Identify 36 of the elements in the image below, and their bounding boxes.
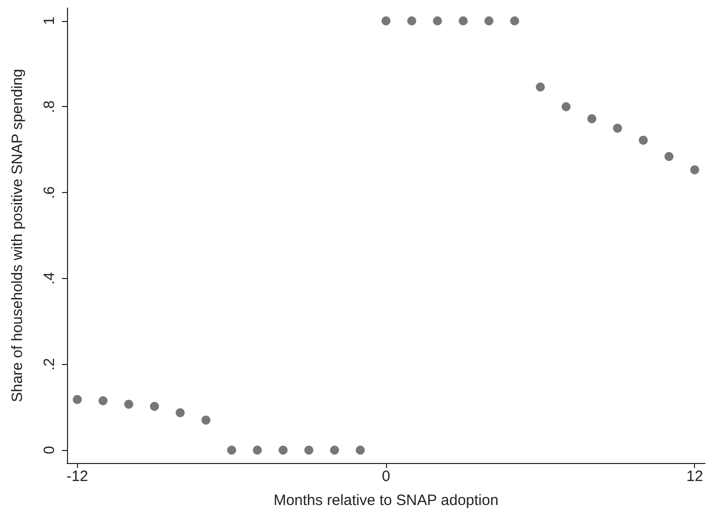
point [124,400,134,409]
point [330,446,340,455]
point [227,446,236,455]
x-tick-label: -12 [66,468,88,485]
y-tick-label: 0 [41,446,58,454]
y-tick-label: .2 [41,358,58,371]
point [638,136,648,145]
x-axis-title: Months relative to SNAP adoption [274,492,498,509]
point [613,124,622,133]
point [278,446,288,455]
point [304,446,314,455]
point [484,16,494,26]
point [664,152,674,162]
x-tick-label: 0 [382,468,390,485]
point [432,16,442,26]
point [562,102,571,112]
point [587,114,596,124]
point [176,408,185,418]
y-axis-title: Share of households with positive SNAP spending [9,68,26,402]
point [458,16,468,26]
point [150,402,159,411]
point [382,16,390,26]
point [407,16,416,26]
point [72,394,82,404]
point [252,446,262,455]
point [690,165,700,174]
point [98,396,108,406]
point [356,446,365,455]
x-tick-label: 12 [686,468,704,485]
y-tick-label: 1 [41,16,58,26]
point [536,82,545,92]
point [201,416,210,425]
y-tick-label: .6 [41,186,58,199]
point [510,16,520,26]
y-tick-label: .8 [41,100,58,113]
y-tick-label: .4 [41,272,58,285]
